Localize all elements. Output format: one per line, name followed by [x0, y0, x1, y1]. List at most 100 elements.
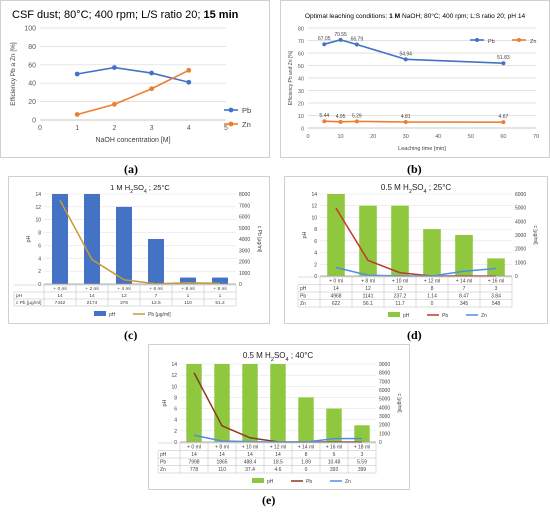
data-label: 4.81: [401, 114, 411, 120]
data-point-zn: [338, 119, 343, 124]
data-point-zn: [74, 112, 80, 117]
table-cell: 14: [333, 286, 339, 292]
y2-tick-label: 0: [239, 282, 242, 288]
data-label: 51.83: [497, 55, 510, 61]
y-axis-label: pH: [26, 235, 32, 242]
y2-tick-label: 7000: [239, 203, 250, 209]
legend-marker: [228, 107, 234, 113]
y2-tick-label: 8000: [379, 371, 390, 377]
caption-a: (a): [124, 162, 138, 176]
category-label: + 10 ml: [392, 279, 409, 285]
table-cell: 7998: [188, 460, 199, 466]
legend-marker: [517, 38, 521, 42]
chart-title: CSF dust; 80°C; 400 rpm; L/S ratio 20; 1…: [12, 9, 239, 21]
table-cell: 376: [120, 300, 128, 306]
y2-tick-label: 7000: [379, 379, 390, 385]
category-label: + 0 ml: [329, 279, 343, 285]
y-tick-label: 20: [28, 99, 36, 106]
y-tick-label: 2: [174, 429, 177, 435]
x-tick-label: 20: [370, 134, 376, 140]
y2-tick-label: 2000: [379, 423, 390, 429]
y-tick-label: 2: [314, 262, 317, 268]
caption-d: (d): [407, 328, 422, 342]
y2-axis-label: c Pb [μg/ml]: [256, 226, 262, 253]
legend-label: Zn: [345, 479, 351, 485]
table-cell: 7442: [55, 300, 66, 306]
y-tick-label: 10: [311, 215, 317, 221]
data-point-zn: [501, 120, 506, 125]
y2-axis-label: c [μg/ml]: [532, 226, 538, 246]
chart-b: Optimal leaching conditions: 1 M NaOH; 8…: [280, 0, 550, 158]
y2-tick-label: 5000: [379, 397, 390, 403]
y-tick-label: 6: [174, 407, 177, 413]
bar-ph: [423, 229, 441, 276]
bar-ph: [186, 364, 202, 442]
data-point-zn: [186, 67, 192, 73]
table-cell: 1: [219, 293, 222, 299]
table-cell: 7: [463, 286, 466, 292]
category-label: + 8 ml: [213, 286, 226, 292]
category-label: + 0 ml: [53, 286, 66, 292]
bar-ph: [214, 364, 230, 442]
data-label: 5.44: [319, 113, 329, 119]
series-line-pb: [59, 199, 221, 285]
y-tick-label: 10: [171, 384, 177, 390]
x-tick-label: 40: [435, 134, 441, 140]
y2-tick-label: 4000: [239, 237, 250, 243]
data-point-zn: [112, 101, 117, 107]
table-cell: 12.5: [151, 300, 161, 306]
caption-e: (e): [262, 493, 276, 507]
bar-ph: [180, 277, 196, 284]
y-tick-label: 14: [311, 192, 317, 198]
x-tick-label: 10: [338, 134, 344, 140]
x-tick-label: 30: [403, 134, 409, 140]
data-point-pb: [501, 61, 506, 66]
y-tick-label: 8: [174, 395, 177, 401]
data-point-zn: [403, 119, 408, 124]
table-cell: 8: [305, 452, 308, 458]
data-point-pb: [112, 65, 117, 70]
category-label: + 4 ml: [117, 286, 130, 292]
table-cell: 14: [275, 452, 281, 458]
y2-tick-label: 9000: [379, 362, 390, 368]
chart-e: 0.5 M H2SO4 ; 40°C 0 2 4 6 8 10 12 14 0 1000 2000 30…: [148, 344, 410, 490]
chart-title: 1 M H2SO4 ; 25°C: [110, 183, 170, 195]
y2-tick-label: 1000: [239, 271, 250, 277]
y-tick-label: 4: [38, 256, 41, 262]
table-row-label: Zn: [300, 301, 306, 307]
data-point-pb: [186, 79, 192, 85]
table-cell: 3.84: [491, 294, 501, 300]
bar-ph: [326, 408, 342, 442]
x-axis-label: NaOH concentration [M]: [95, 137, 170, 144]
series-line-pb: [77, 66, 189, 84]
category-label: + 16 ml: [488, 279, 505, 285]
table-cell: 1865: [216, 460, 227, 466]
y-tick-label: 12: [311, 204, 317, 210]
legend-label: Zn: [530, 39, 536, 45]
data-point-zn: [322, 119, 327, 124]
y-tick-label: 40: [28, 81, 36, 88]
y-tick-label: 8: [314, 227, 317, 233]
table-cell: 18.5: [273, 460, 283, 466]
table-cell: 14: [219, 452, 225, 458]
y2-tick-label: 4000: [515, 219, 526, 225]
data-label: 67.05: [318, 36, 331, 42]
y-tick-label: 100: [24, 26, 36, 33]
data-point-zn: [354, 119, 359, 124]
y2-tick-label: 5000: [515, 206, 526, 212]
y-axis-label: Efficiency Pb and Zn [%]: [288, 50, 294, 105]
data-point-zn: [149, 86, 155, 92]
y2-tick-label: 8000: [239, 192, 250, 198]
y-tick-label: 60: [28, 62, 36, 69]
data-point-pb: [74, 71, 80, 77]
category-label: + 12 ml: [270, 445, 287, 451]
y-axis-label: Efficiency Pb a Zn [%]: [10, 42, 17, 106]
data-point-pb: [354, 42, 359, 47]
legend-label: Pb: [306, 479, 312, 485]
bar-ph: [148, 239, 164, 284]
data-label: 4.95: [336, 114, 346, 120]
y-axis-label: pH: [302, 231, 308, 238]
y-tick-label: 8: [38, 231, 41, 237]
table-cell: 11.7: [395, 301, 405, 307]
table-cell: 548: [492, 301, 501, 307]
